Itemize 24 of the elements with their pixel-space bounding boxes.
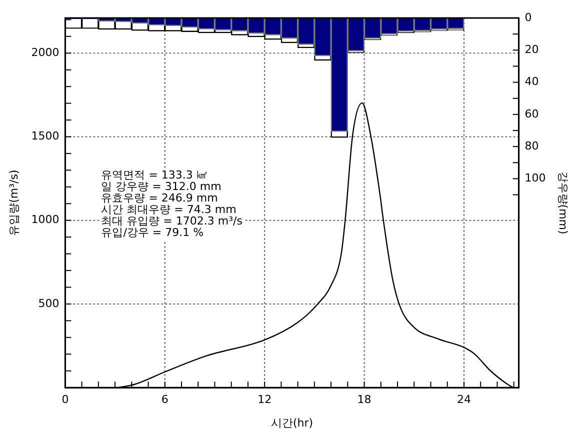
y2-tick-label: 100 [524,172,546,185]
y2-tick-label: 80 [524,139,539,152]
x-tick-label: 24 [456,393,471,406]
y2-tick-label: 0 [524,10,532,24]
x-tick-label: 18 [357,393,372,406]
annotation: 유역면적 = 133.3 ㎢ [101,168,208,182]
annotation: 최대 유입량 = 1702.3 m³/s [101,214,243,228]
annotation: 유입/강우 = 79.1 % [101,226,204,239]
x-tick-label: 0 [62,393,69,406]
x-axis-title: 시간(hr) [270,416,314,430]
y-tick-label: 1000 [31,213,60,226]
y-tick-label: 500 [38,296,60,310]
y2-tick-label: 40 [524,75,539,88]
y-tick-label: 1500 [31,130,60,143]
annotation: 유효우량 = 246.9 mm [101,191,218,204]
y-axis-title: 유입량(m³/s) [7,170,20,236]
y2-tick-label: 60 [524,107,539,120]
y2-axis-title: 강우량(mm) [556,171,570,234]
y-tick-label: 2000 [31,46,60,59]
y2-tick-label: 20 [524,43,539,56]
annotation: 시간 최대우량 = 74.3 mm [101,202,236,216]
x-tick-label: 12 [258,393,272,406]
x-tick-label: 6 [161,393,168,406]
annotation: 일 강우량 = 312.0 mm [101,180,222,193]
